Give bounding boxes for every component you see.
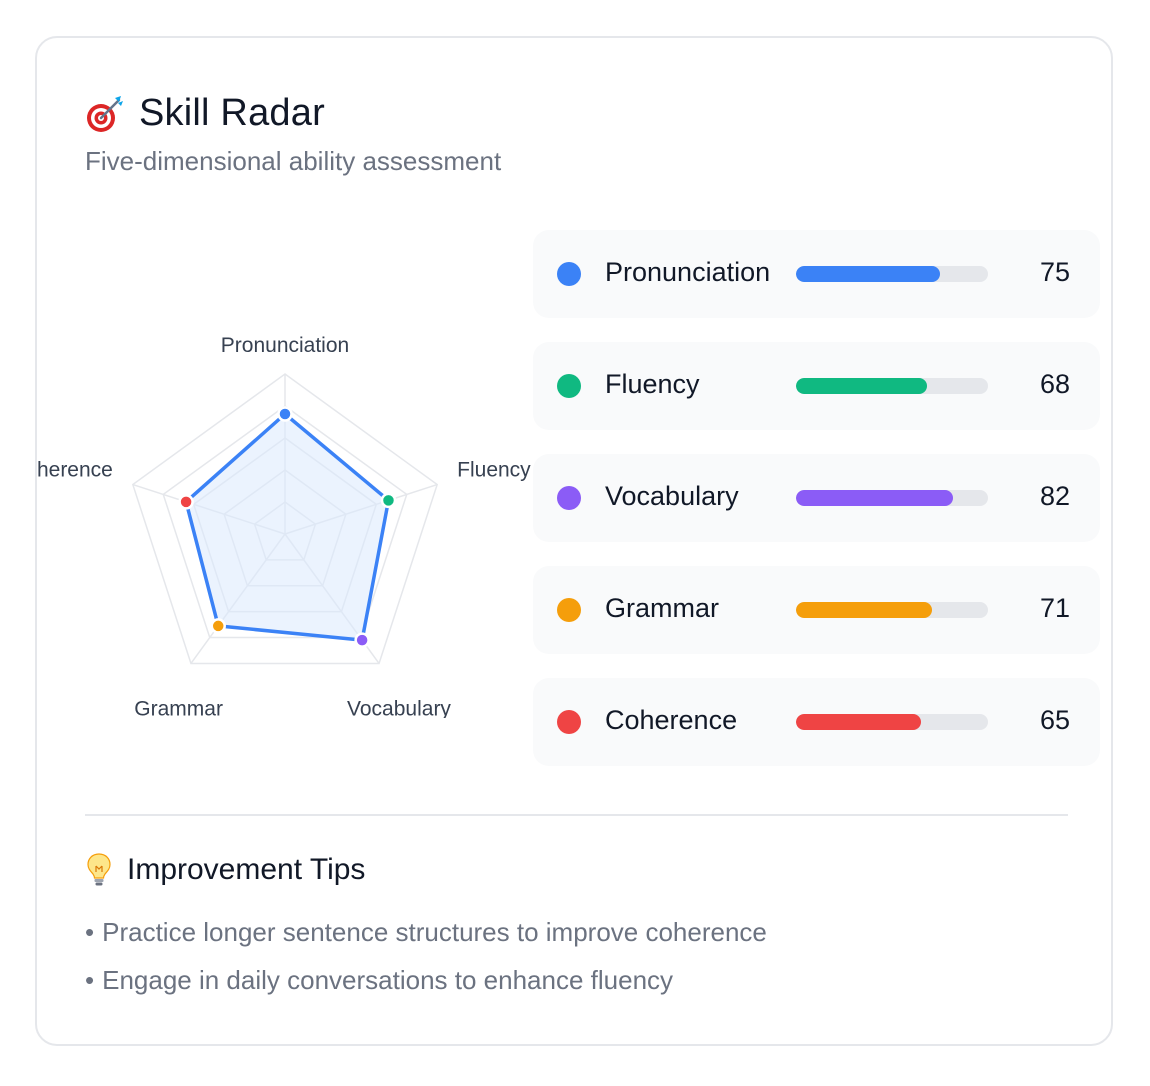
bullet-icon: • xyxy=(85,917,95,947)
tip-item: • Practice longer sentence structures to … xyxy=(85,914,767,962)
skill-progress-fill xyxy=(796,714,921,730)
card-header: Skill Radar xyxy=(85,92,325,135)
skill-progress-fill xyxy=(796,490,954,506)
skill-progress-track xyxy=(796,378,988,394)
skill-row-grammar: Grammar 71 xyxy=(533,566,1100,654)
radar-grid-ring xyxy=(131,373,439,665)
skill-progress-track xyxy=(796,714,988,730)
skill-radar-card: Skill Radar Five-dimensional ability ass… xyxy=(35,36,1113,1046)
tips-header: Improvement Tips xyxy=(85,852,365,888)
skill-row-pronunciation: Pronunciation 75 xyxy=(533,230,1100,318)
radar-point-fluency xyxy=(380,492,397,509)
skill-color-dot xyxy=(557,710,581,734)
radar-point-coherence xyxy=(178,494,194,510)
skill-score: 71 xyxy=(1039,593,1070,623)
skill-progress-track xyxy=(796,602,988,618)
radar-point-grammar xyxy=(210,618,226,634)
tip-text: Practice longer sentence structures to i… xyxy=(102,917,767,947)
radar-grid-ring xyxy=(162,405,408,639)
page-title: Skill Radar xyxy=(139,92,325,134)
radar-point-vocabulary xyxy=(354,632,370,648)
radar-series-area xyxy=(184,412,391,642)
skill-name: Vocabulary xyxy=(605,481,739,511)
radar-chart: Pronunciation Fluency Vocabulary Grammar Coh… xyxy=(37,334,531,718)
tip-text: Engage in daily conversations to enhance… xyxy=(102,965,674,995)
skill-score: 75 xyxy=(1039,257,1070,287)
skill-progress-fill xyxy=(796,602,933,618)
skill-progress-fill xyxy=(796,266,940,282)
skill-score: 82 xyxy=(1039,481,1070,511)
skill-row-coherence: Coherence 65 xyxy=(533,678,1100,766)
radar-axis-label: Grammar xyxy=(134,697,223,718)
lightbulb-icon xyxy=(87,853,111,886)
tips-list: • Practice longer sentence structures to … xyxy=(85,914,767,1010)
radar-axis-label: Coherence xyxy=(37,459,113,482)
skill-color-dot xyxy=(557,374,581,398)
skill-color-dot xyxy=(557,486,581,510)
skill-progress-track xyxy=(796,490,988,506)
skill-name: Grammar xyxy=(605,593,719,623)
radar-axis-label: Pronunciation xyxy=(221,334,349,357)
skill-color-dot xyxy=(557,598,581,622)
skill-row-vocabulary: Vocabulary 82 xyxy=(533,454,1100,542)
skill-score: 68 xyxy=(1039,369,1070,399)
skill-score: 65 xyxy=(1039,705,1070,735)
section-divider xyxy=(85,814,1068,816)
tip-item: • Engage in daily conversations to enhanc… xyxy=(85,962,767,1010)
tips-title: Improvement Tips xyxy=(127,853,366,886)
skill-progress-fill xyxy=(796,378,927,394)
radar-point-pronunciation xyxy=(277,406,293,422)
skill-name: Pronunciation xyxy=(605,257,771,287)
skill-name: Coherence xyxy=(605,705,738,735)
radar-axis-label: Fluency xyxy=(457,459,531,482)
skill-list: Pronunciation 75 Fluency 68 Vocabulary 82 Gram… xyxy=(533,230,1100,790)
bullet-icon: • xyxy=(85,965,95,995)
skill-row-fluency: Fluency 68 xyxy=(533,342,1100,430)
radar-axis-label: Vocabulary xyxy=(347,697,451,718)
skill-progress-track xyxy=(796,266,988,282)
target-dart-icon xyxy=(87,95,123,132)
page-subtitle: Five-dimensional ability assessment xyxy=(85,146,502,176)
skill-name: Fluency xyxy=(605,369,700,399)
skill-color-dot xyxy=(557,262,581,286)
